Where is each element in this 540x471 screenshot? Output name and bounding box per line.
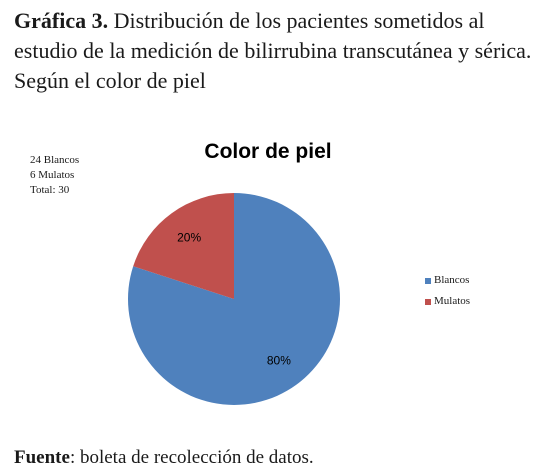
figure-caption: Gráfica 3. Distribución de los pacientes… (14, 6, 534, 96)
legend-label-blancos: Blancos (434, 274, 470, 286)
note-total: Total: 30 (30, 184, 70, 196)
figure-source: Fuente: boleta de recolección de datos. (14, 445, 314, 471)
pie-labels: 80% 20% (177, 230, 291, 367)
caption-text: Distribución de los pacientes sometidos … (14, 8, 532, 93)
legend-swatch-blancos (425, 277, 431, 284)
legend-swatch-mulatos (425, 298, 431, 305)
source-label: Fuente (14, 447, 70, 468)
pie-label-blancos: 80% (267, 354, 291, 368)
chart-legend: Blancos Mulatos (425, 270, 470, 312)
pie-slices (127, 193, 340, 406)
note-blancos: 24 Blancos (30, 154, 80, 166)
source-text: : boleta de recolección de datos. (69, 447, 314, 468)
legend-item-mulatos: Mulatos (425, 291, 470, 312)
legend-label-mulatos: Mulatos (434, 295, 471, 307)
pie-label-mulatos: 20% (177, 230, 201, 244)
pie-slice-mulatos (133, 193, 234, 299)
note-mulatos: 6 Mulatos (30, 169, 75, 181)
chart-title: Color de piel (204, 140, 331, 163)
legend-item-blancos: Blancos (425, 270, 470, 291)
caption-label: Gráfica 3. (14, 8, 109, 33)
count-notes: 24 Blancos 6 Mulatos Total: 30 (30, 153, 79, 198)
